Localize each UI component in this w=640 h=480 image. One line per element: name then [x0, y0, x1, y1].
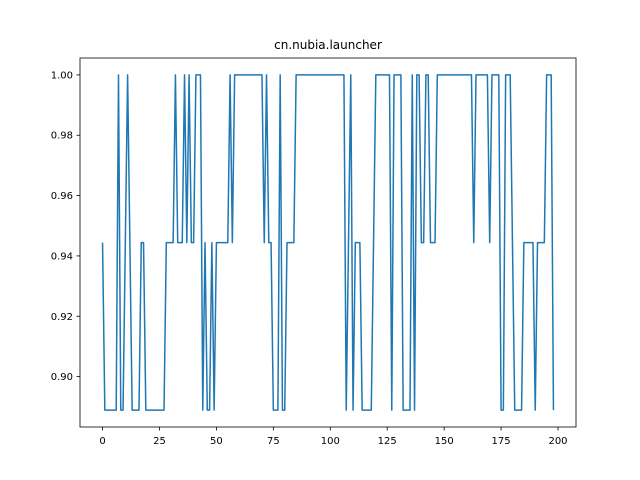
x-tick-label: 0 — [99, 436, 105, 447]
y-axis: 0.90 0.92 0.94 0.96 0.98 1.00 — [51, 70, 80, 383]
x-tick-label: 25 — [153, 436, 166, 447]
x-tick-label: 150 — [435, 436, 454, 447]
y-tick-label: 1.00 — [51, 70, 73, 81]
chart-title: cn.nubia.launcher — [274, 38, 382, 52]
y-tick-label: 0.96 — [51, 191, 73, 202]
y-tick-label: 0.92 — [51, 312, 73, 323]
y-tick-label: 0.98 — [51, 131, 73, 142]
x-tick-label: 100 — [321, 436, 340, 447]
plot-area-frame — [79, 57, 577, 428]
x-axis: 0 25 50 75 100 125 150 175 200 — [99, 427, 568, 447]
series-layer — [101, 74, 555, 411]
y-tick-label: 0.90 — [51, 372, 73, 383]
x-tick-label: 125 — [378, 436, 397, 447]
x-tick-label: 50 — [210, 436, 223, 447]
y-tick-label: 0.94 — [51, 251, 73, 262]
x-tick-label: 200 — [548, 436, 567, 447]
x-tick-label: 75 — [267, 436, 280, 447]
series-line — [101, 74, 555, 411]
x-tick-label: 175 — [492, 436, 511, 447]
